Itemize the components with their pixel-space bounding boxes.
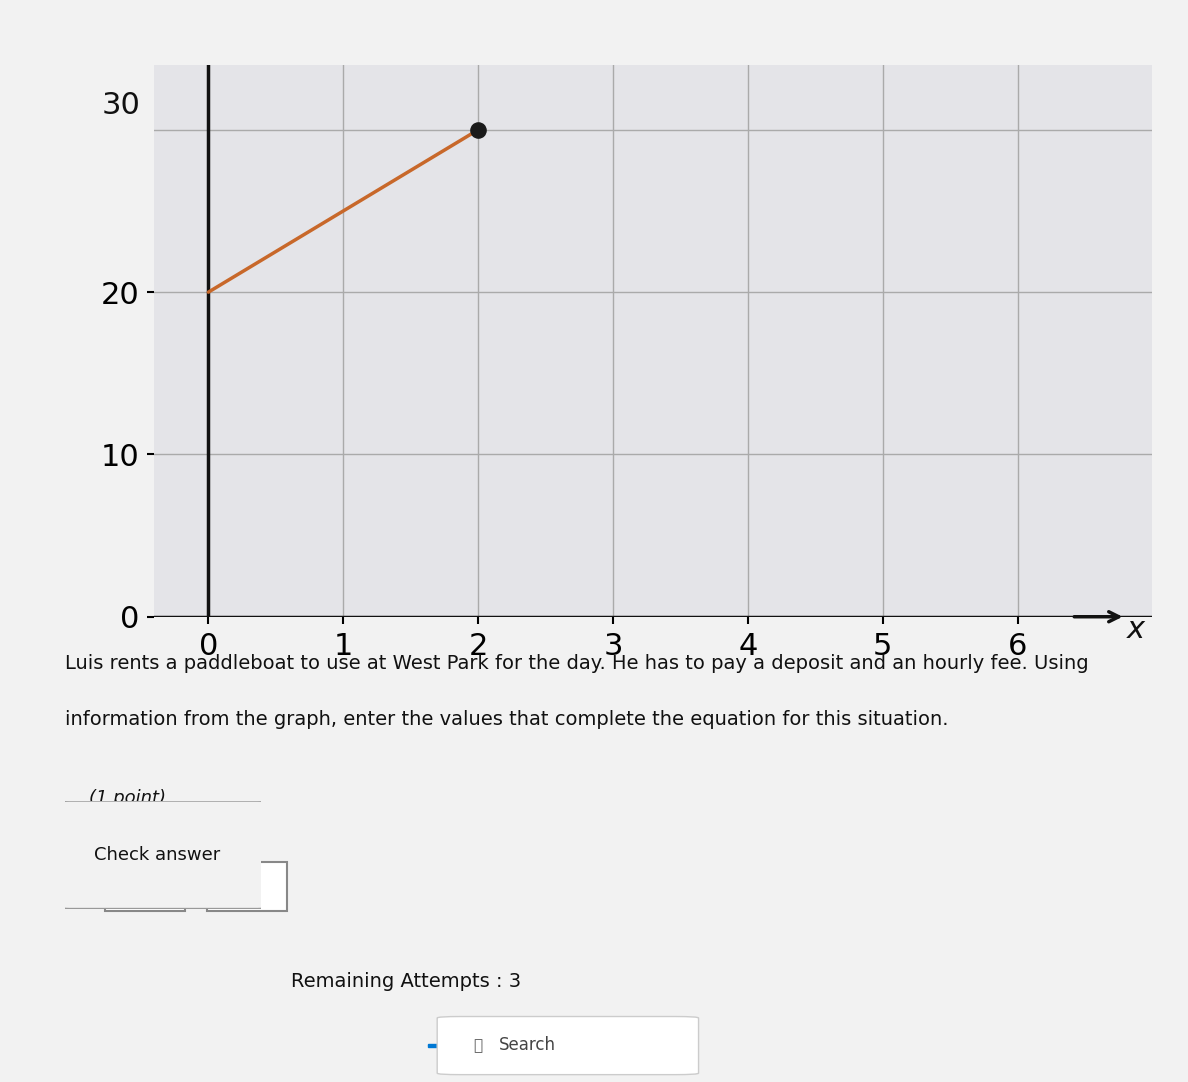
Text: x +: x + bbox=[179, 876, 219, 897]
Text: Remaining Attempts : 3: Remaining Attempts : 3 bbox=[291, 973, 522, 991]
Text: x: x bbox=[1127, 616, 1145, 644]
Text: (1 point): (1 point) bbox=[89, 789, 166, 807]
Text: 30: 30 bbox=[102, 91, 141, 120]
Text: information from the graph, enter the values that complete the equation for this: information from the graph, enter the va… bbox=[65, 710, 949, 729]
Text: y =: y = bbox=[65, 876, 105, 897]
Text: Check answer: Check answer bbox=[94, 846, 221, 863]
Bar bbox=[428, 1044, 449, 1045]
Bar bbox=[428, 1045, 449, 1046]
Point bbox=[468, 121, 487, 138]
FancyBboxPatch shape bbox=[53, 801, 273, 909]
Text: 🔍: 🔍 bbox=[473, 1038, 482, 1053]
FancyBboxPatch shape bbox=[105, 862, 185, 911]
FancyBboxPatch shape bbox=[207, 862, 287, 911]
FancyBboxPatch shape bbox=[437, 1016, 699, 1074]
Text: Search: Search bbox=[499, 1037, 556, 1054]
Bar bbox=[454, 1045, 475, 1046]
Text: Luis rents a paddleboat to use at West Park for the day. He has to pay a deposit: Luis rents a paddleboat to use at West P… bbox=[65, 654, 1089, 673]
Bar bbox=[454, 1044, 475, 1045]
